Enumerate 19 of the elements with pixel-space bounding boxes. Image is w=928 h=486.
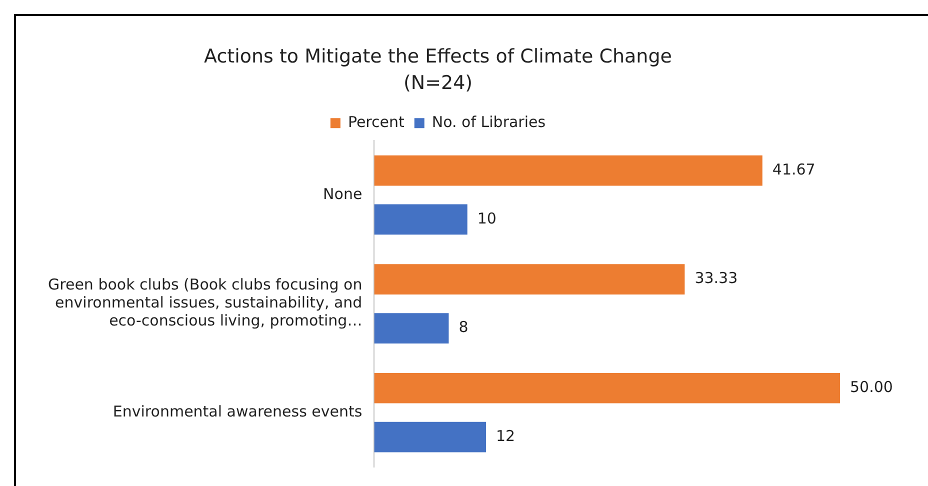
bar [374,264,685,294]
bar [374,313,449,344]
data-label: 41.67 [772,160,816,178]
bar [374,155,762,186]
chart-subtitle: (N=24) [403,72,473,94]
legend-label: Percent [348,112,404,131]
data-label: 33.33 [694,269,738,288]
bar [374,372,840,404]
y-tick-label: Green book clubs (Book clubs focusing on environmental issues, sustainability, and eco-conscious living, promoting… [48,276,362,330]
y-tick-label: Environmental awareness events [112,402,362,420]
legend-label: No. of Libraries [432,112,546,131]
chart-title: Actions to Mitigate the Effects of Climate Change [204,45,672,68]
data-label: 8 [458,318,468,336]
data-label: 50.00 [850,378,893,396]
data-label: 10 [477,209,496,228]
data-label: 12 [496,426,516,445]
bar [374,204,468,235]
y-tick-label: None [323,184,362,203]
bar [374,422,486,452]
